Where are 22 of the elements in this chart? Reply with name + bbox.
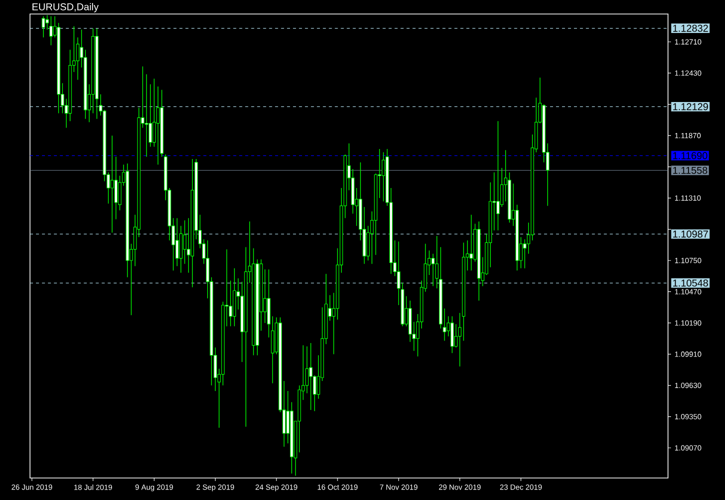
candlestick [458,312,462,367]
ref-line-label: 1.10987 [673,230,708,238]
chart-title: EURUSD,Daily [32,3,99,12]
candlestick [114,156,118,220]
candlestick [435,236,439,289]
candlestick [431,253,435,286]
candlestick [496,120,500,231]
candlestick [228,280,232,327]
ref-line-label: 1.11558 [673,166,708,174]
candlestick [156,86,160,165]
ref-line-label: 1.12129 [673,103,708,110]
ref-line-label: 1.11690 [673,152,708,160]
candlestick [470,214,473,271]
ref-line-label: 1.12832 [673,24,708,32]
candlestick [454,324,458,348]
candlestick [110,135,114,233]
ref-line-label: 1.10548 [673,280,708,287]
candlestick [175,218,179,266]
candlestick [450,316,454,354]
candlestick [305,346,309,394]
candlestick [382,152,386,202]
candlestick [309,342,312,410]
